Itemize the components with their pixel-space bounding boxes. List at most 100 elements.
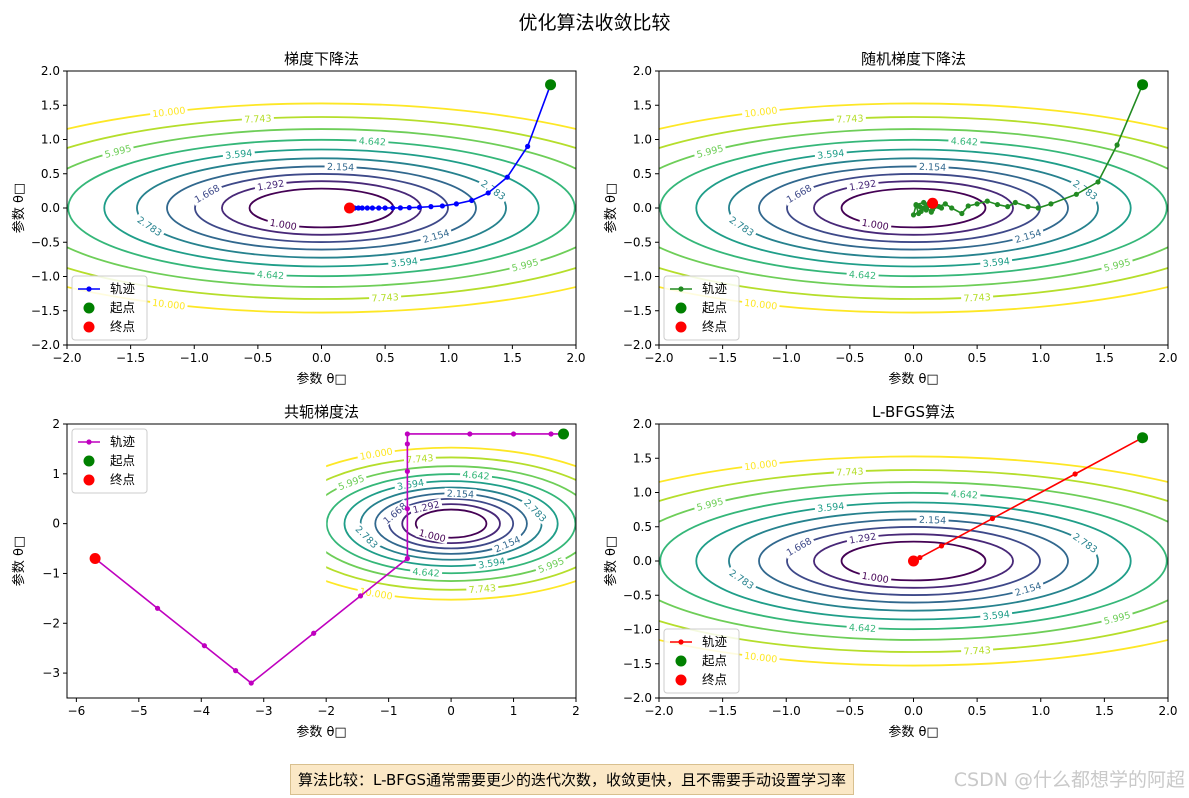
y-tick-label: 1.0 [633,133,652,147]
contour-label: 7.743 [963,292,991,304]
contour-label-bg [465,582,499,595]
contour-label-bg [475,555,509,571]
trajectory-point [923,207,929,213]
contour-level-0 [840,540,987,582]
contour-label: 1.292 [256,178,285,193]
x-axis-label: 参数 θ□ [888,371,938,387]
contour-level-8 [659,469,1168,653]
contour-label: 3.594 [982,609,1010,623]
start-point-marker [558,428,570,440]
subplot-2: 10.000 7.743 5.995 4.642 3.594 2.783 2.154 1.66… [603,50,1178,387]
trajectory-point [311,630,317,636]
contour-label: 1.000 [861,218,890,233]
contour-label: 10.000 [744,458,778,473]
y-tick-label: −2.0 [623,338,652,352]
x-tick-label: −2.0 [644,704,673,718]
contour-label: 7.743 [406,453,434,466]
contour-label: 1.292 [848,531,877,546]
trajectory-group [89,428,570,686]
subplot-3: 10.000 7.743 5.995 4.642 3.594 2.783 2.154 1.66… [11,403,580,740]
contour-label-bg [833,465,867,478]
trajectory-point [921,199,927,206]
legend-label-trajectory: 轨迹 [110,434,136,449]
x-tick-label: −0.5 [243,351,272,365]
contour-label: 1.292 [848,178,877,193]
x-tick-label: −1.0 [772,704,801,718]
contour-label-bg [379,498,411,528]
contour-label: 5.995 [1103,610,1132,627]
y-tick-label: 1.5 [41,98,60,112]
x-tick-label: 1.5 [1095,351,1114,365]
contour-label: 2.783 [478,178,507,202]
subplot-title: L-BFGS算法 [872,403,955,421]
contour-label: 10.000 [744,651,778,666]
trajectory-point [390,205,396,211]
y-tick-label: −0.5 [31,235,60,249]
legend-end-swatch [675,321,687,333]
y-tick-label: −1.5 [31,304,60,318]
trajectory-point [439,203,445,209]
contour-level-7 [659,128,1168,288]
contour-label-bg [149,104,189,119]
contour-label: 2.154 [447,488,475,500]
legend-start-swatch [675,655,687,667]
contour-label-bg [387,255,421,269]
contour-label-bg [368,291,402,304]
contour-label-bg [149,297,189,312]
trajectory-point [910,212,917,218]
legend-end-swatch [83,321,95,333]
x-tick-label: 2.0 [566,351,585,365]
legend-label-trajectory: 轨迹 [702,281,728,296]
contour-label-bg [858,216,892,233]
contour-label: 5.995 [696,496,725,513]
contour-level-4 [728,157,1099,259]
trajectory-point [404,468,410,474]
trajectory-point [928,209,934,215]
legend-label-end: 终点 [702,672,727,687]
end-point-marker [908,555,919,567]
legend-end-swatch [675,674,687,686]
legend-label-trajectory: 轨迹 [702,634,728,649]
trajectory-point [359,205,365,211]
trajectory-point [949,205,955,211]
subplot-1: 10.000 7.743 5.995 4.642 3.594 2.783 2.154 1.66… [11,50,586,387]
legend-line-marker [86,286,92,292]
trajectory-point [917,204,923,210]
trajectory-point [1035,205,1041,211]
subplot-4: 10.000 7.743 5.995 4.642 3.594 2.783 2.154 1.66… [603,403,1178,740]
trajectory-point [233,668,239,674]
contour-label-bg [415,526,450,545]
x-tick-label: 1.5 [1095,704,1114,718]
contour-label-bg [846,177,880,193]
contour-label-bg [948,135,981,148]
x-tick-label: −1.5 [708,704,737,718]
contour-label-bg [356,585,396,602]
x-tick-label: −1.0 [772,351,801,365]
contour-label: 10.000 [152,105,186,120]
contour-label: 4.642 [849,270,877,282]
y-tick-label: 0.5 [633,167,652,181]
trajectory-point [397,205,403,211]
x-tick-label: −0.5 [835,351,864,365]
contour-level-4 [136,157,507,259]
contour-level-7 [326,465,576,582]
trajectory-point [485,190,491,196]
contour-label: 7.743 [836,466,864,478]
contour-level-1 [813,533,1014,589]
contour-label-bg [979,608,1013,622]
end-point-marker [927,197,939,209]
contour-group: 10.000 7.743 5.995 4.642 3.594 2.783 2.154 1.66… [659,102,1168,314]
trajectory-group [343,79,557,214]
x-tick-label: −3 [255,704,273,718]
contour-label-bg [222,147,256,161]
contour-label-bg [1069,529,1102,557]
contour-label: 5.995 [696,143,725,160]
y-tick-label: −1.0 [623,270,652,284]
subplot-title: 梯度下降法 [284,50,359,68]
comparison-note: 算法比较：L-BFGS通常需要更少的迭代次数，收敛更快，且不需要手动设置学习率 [290,764,855,795]
contour-label-bg [1100,255,1134,274]
contour-label: 3.594 [390,256,418,270]
legend-line-marker [86,439,92,445]
